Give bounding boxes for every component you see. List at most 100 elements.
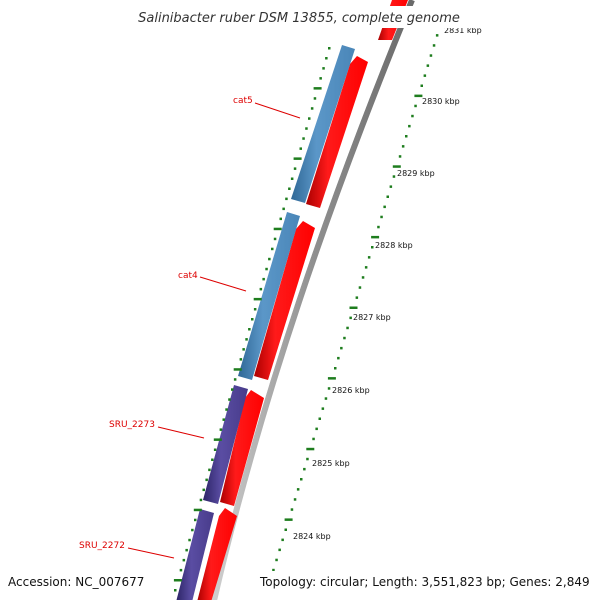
forward-cds-arrow[interactable] xyxy=(220,390,264,506)
minor-tick-mark xyxy=(182,558,186,562)
title-backdrop xyxy=(125,6,475,28)
scale-tick-labels: 2831 kbp 2830 kbp 2829 kbp 2828 kbp 2827… xyxy=(293,26,482,541)
major-tick-mark xyxy=(349,306,358,309)
minor-tick-mark xyxy=(405,135,408,138)
minor-tick-mark xyxy=(268,257,271,261)
minor-tick-mark xyxy=(343,336,346,340)
minor-tick-mark xyxy=(389,185,393,188)
minor-tick-mark xyxy=(302,137,305,140)
minor-tick-mark xyxy=(265,267,268,271)
minor-tick-mark xyxy=(361,276,365,279)
minor-tick-mark xyxy=(411,114,414,118)
tick-label: 2831 kbp xyxy=(444,26,482,35)
minor-tick-mark xyxy=(290,508,294,511)
minor-tick-mark xyxy=(213,448,217,451)
genome-backbone xyxy=(209,0,415,600)
minor-tick-mark xyxy=(380,215,383,219)
minor-tick-mark xyxy=(239,358,243,361)
minor-tick-mark xyxy=(426,64,430,67)
tick-label: 2828 kbp xyxy=(375,241,413,250)
minor-tick-mark xyxy=(325,57,328,60)
minor-tick-mark xyxy=(308,117,311,120)
accession-text: Accession: NC_007677 xyxy=(8,575,144,589)
gene-label-cat4[interactable]: cat4 xyxy=(178,271,198,281)
major-tick-mark xyxy=(306,447,315,451)
minor-tick-mark xyxy=(202,488,205,492)
gene-cat4-block[interactable] xyxy=(238,212,300,380)
minor-tick-mark xyxy=(281,538,284,542)
minor-tick-mark xyxy=(355,296,359,299)
minor-tick-mark xyxy=(284,528,287,531)
map-title: Salinibacter ruber DSM 13855, complete g… xyxy=(138,11,460,26)
major-tick-mark xyxy=(213,438,222,441)
major-tick-mark xyxy=(233,368,242,371)
minor-tick-mark xyxy=(251,318,254,321)
minor-tick-mark xyxy=(285,197,288,201)
minor-tick-mark xyxy=(288,187,291,190)
minor-tick-mark xyxy=(420,84,423,87)
minor-tick-mark xyxy=(300,478,303,481)
minor-tick-mark xyxy=(408,124,411,128)
tick-label: 2827 kbp xyxy=(353,313,391,322)
minor-tick-mark xyxy=(290,177,294,180)
minor-tick-mark xyxy=(253,308,257,311)
minor-tick-mark xyxy=(429,54,433,57)
reverse-gene-track xyxy=(176,45,355,600)
minor-tick-mark xyxy=(272,568,275,572)
major-tick-mark xyxy=(414,94,423,98)
minor-tick-mark xyxy=(312,437,315,441)
minor-tick-mark xyxy=(299,147,302,150)
outer-tick-scale xyxy=(263,24,444,592)
minor-tick-mark xyxy=(414,104,417,108)
gene-sru2272-block[interactable] xyxy=(176,509,214,600)
tick-label: 2829 kbp xyxy=(397,169,435,178)
gene-label-cat5[interactable]: cat5 xyxy=(233,96,253,106)
gene-cat5-block[interactable] xyxy=(291,45,355,203)
minor-tick-mark xyxy=(432,44,436,47)
major-tick-mark xyxy=(173,579,182,582)
gene-labels: cat5 cat4 SRU_2273 SRU_2272 xyxy=(79,96,253,551)
minor-tick-mark xyxy=(303,467,306,471)
minor-tick-mark xyxy=(334,367,337,370)
minor-tick-mark xyxy=(324,397,328,400)
minor-tick-mark xyxy=(279,217,282,221)
minor-tick-mark xyxy=(367,256,371,259)
major-tick-mark xyxy=(313,87,322,90)
minor-tick-mark xyxy=(305,127,308,130)
minor-tick-mark xyxy=(423,74,427,77)
summary-backdrop xyxy=(256,571,600,593)
minor-tick-mark xyxy=(228,398,231,401)
minor-tick-mark xyxy=(271,247,274,251)
forward-cds-track xyxy=(197,0,408,600)
minor-tick-mark xyxy=(259,287,263,291)
major-tick-mark xyxy=(327,377,336,380)
minor-tick-mark xyxy=(293,167,297,170)
gene-label-sru2273[interactable]: SRU_2273 xyxy=(109,420,155,430)
minor-tick-mark xyxy=(242,348,245,351)
minor-tick-mark xyxy=(278,548,281,552)
forward-cds-arrow[interactable] xyxy=(197,508,237,600)
minor-tick-mark xyxy=(318,417,321,420)
major-tick-mark xyxy=(253,297,262,301)
accession-backdrop xyxy=(0,571,150,593)
major-tick-mark xyxy=(193,508,202,512)
minor-tick-mark xyxy=(377,225,380,229)
minor-tick-mark xyxy=(306,457,309,461)
minor-tick-mark xyxy=(262,277,265,281)
minor-tick-mark xyxy=(322,67,325,70)
gene-sru2273-block[interactable] xyxy=(203,385,248,504)
minor-tick-mark xyxy=(222,418,225,421)
minor-tick-mark xyxy=(340,346,343,350)
minor-tick-mark xyxy=(185,548,188,552)
minor-tick-mark xyxy=(233,378,237,381)
minor-tick-mark xyxy=(392,175,396,178)
minor-tick-mark xyxy=(191,528,194,532)
minor-tick-mark xyxy=(315,427,318,431)
minor-tick-mark xyxy=(321,407,325,410)
gene-label-sru2272[interactable]: SRU_2272 xyxy=(79,541,125,551)
major-tick-mark xyxy=(371,235,380,239)
forward-cds-arrow[interactable] xyxy=(306,56,368,208)
gene-label-leaders xyxy=(127,102,301,559)
forward-cds-arrow[interactable] xyxy=(254,221,315,380)
